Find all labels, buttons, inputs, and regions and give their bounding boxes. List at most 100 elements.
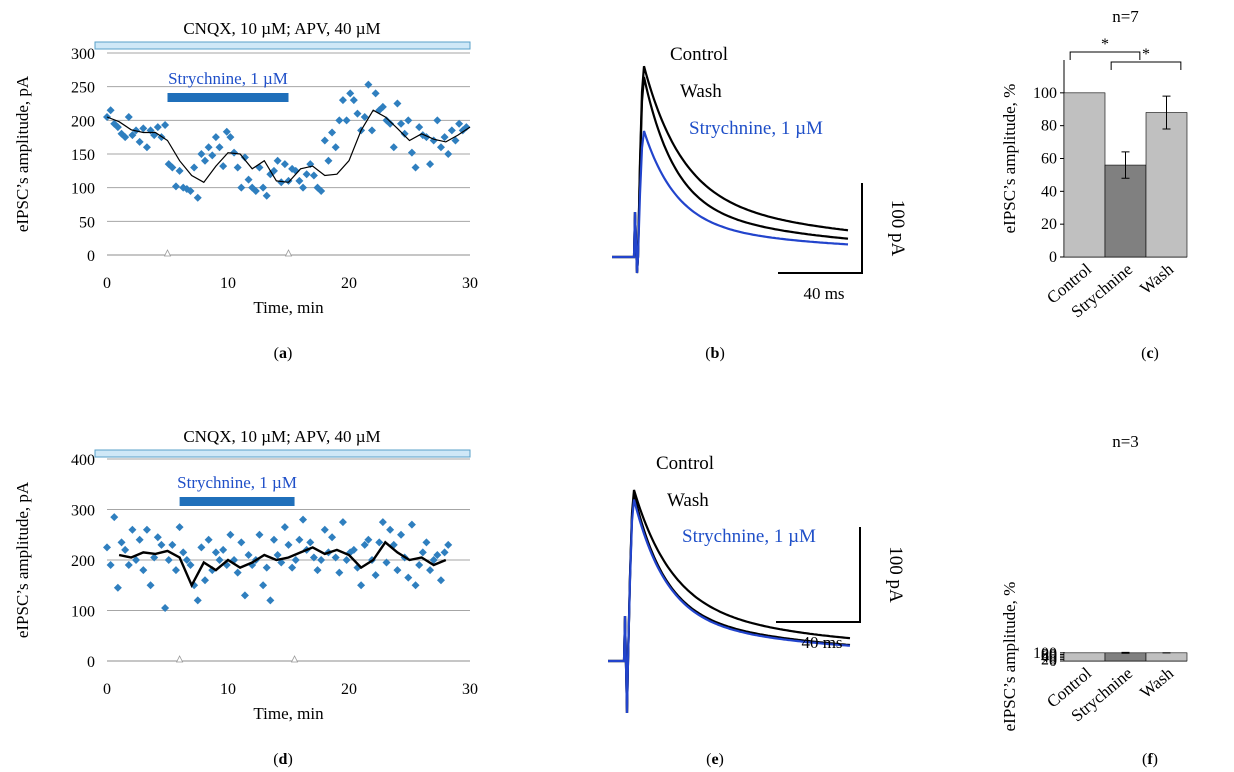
data-point [436, 576, 445, 585]
current-trace-strychnine [612, 130, 849, 274]
scale-label-pa: 100 pA [885, 546, 906, 603]
data-point [128, 131, 137, 140]
panel-label-letter: b [711, 345, 720, 362]
data-point [211, 548, 220, 557]
significance-bracket [1110, 61, 1182, 70]
data-point [255, 163, 264, 172]
panel-e: Control Wash Strychnine, 1 µM 100 pA 40 ms [608, 453, 906, 714]
data-point [106, 561, 115, 570]
data-point [244, 175, 253, 184]
chart-title: n=7 [1112, 7, 1139, 26]
panel-b: Control Wash Strychnine, 1 µM 100 pA 40 ms [612, 44, 908, 303]
data-point [190, 163, 199, 172]
y-tick-label: 300 [71, 46, 95, 63]
bar-control [1063, 92, 1106, 258]
significance-star: * [1142, 46, 1150, 63]
data-point [331, 553, 340, 562]
panel-label-close: ) [719, 751, 724, 768]
cnqx-apv-bar [94, 41, 471, 50]
data-point [375, 538, 384, 547]
data-point [117, 538, 126, 547]
x-tick-label: 0 [103, 681, 111, 698]
data-point [360, 112, 369, 121]
data-point [226, 133, 235, 142]
y-tick-label: 0 [87, 248, 95, 265]
data-point [440, 548, 449, 557]
data-point [197, 543, 206, 552]
data-point [277, 178, 286, 187]
panel-label-close: ) [287, 345, 292, 362]
data-point [418, 548, 427, 557]
data-point [342, 556, 351, 564]
data-point [182, 556, 191, 564]
data-point [150, 553, 159, 562]
x-axis-title: Time, min [253, 704, 324, 723]
data-point [168, 163, 177, 172]
data-point [273, 156, 282, 165]
data-point [273, 550, 282, 559]
y-tick-label: 100 [1033, 85, 1057, 102]
significance-bracket [1069, 51, 1141, 60]
chart-title: n=3 [1112, 432, 1139, 451]
data-point [175, 523, 184, 532]
y-tick-label: 40 [1041, 183, 1057, 200]
data-point [113, 123, 122, 132]
data-point [146, 581, 155, 590]
trace-label: Control [670, 44, 728, 65]
data-point [121, 133, 130, 142]
data-point [320, 525, 329, 534]
data-point [382, 558, 391, 567]
data-point [219, 162, 228, 171]
data-point [309, 553, 318, 562]
data-point [219, 545, 228, 554]
data-point [139, 566, 148, 575]
data-point [346, 89, 355, 98]
data-point [171, 182, 180, 191]
data-point [455, 119, 464, 128]
scale-label-ms: 40 ms [803, 284, 844, 303]
data-point [393, 566, 402, 575]
data-point [317, 187, 326, 196]
y-tick-label: 60 [1041, 648, 1057, 665]
moving-average-line [118, 540, 447, 589]
data-point [197, 150, 206, 158]
data-point [280, 523, 289, 532]
y-tick-label: 20 [1041, 651, 1057, 668]
data-point [371, 571, 380, 580]
panel-label-letter: d [279, 751, 288, 768]
bar-control [1063, 652, 1106, 662]
current-trace-control [608, 489, 851, 714]
bar-wash [1145, 112, 1188, 258]
y-tick-label: 40 [1041, 650, 1057, 667]
panel-label-close: ) [287, 751, 292, 768]
data-point [393, 99, 402, 108]
data-point [335, 116, 344, 125]
data-point [444, 540, 453, 549]
trace-label: Wash [680, 81, 722, 102]
data-point [262, 563, 271, 572]
panel-label-d: (d) [273, 751, 293, 768]
data-point [317, 556, 326, 564]
data-point [237, 538, 246, 547]
data-point [113, 583, 122, 592]
y-tick-label: 60 [1041, 151, 1057, 168]
data-point [335, 568, 344, 577]
data-point [121, 545, 130, 554]
panel-label-close: ) [1154, 345, 1159, 362]
panel-a: 0 50 100 150 200 250 300 0 10 20 30 Time, min eIPSC’… [13, 19, 478, 317]
data-point [193, 596, 202, 605]
data-point [179, 548, 188, 557]
data-point [426, 160, 435, 169]
data-point [240, 153, 249, 162]
y-tick-label: 200 [71, 113, 95, 130]
application-marker [284, 249, 293, 257]
trace-label: Wash [667, 490, 709, 511]
data-point [400, 129, 409, 138]
panel-label-a: (a) [274, 345, 293, 362]
panel-label-open: ( [1142, 751, 1147, 768]
x-tick-label: 20 [341, 681, 357, 698]
data-point [404, 116, 413, 125]
x-tick-label: 20 [341, 275, 357, 292]
